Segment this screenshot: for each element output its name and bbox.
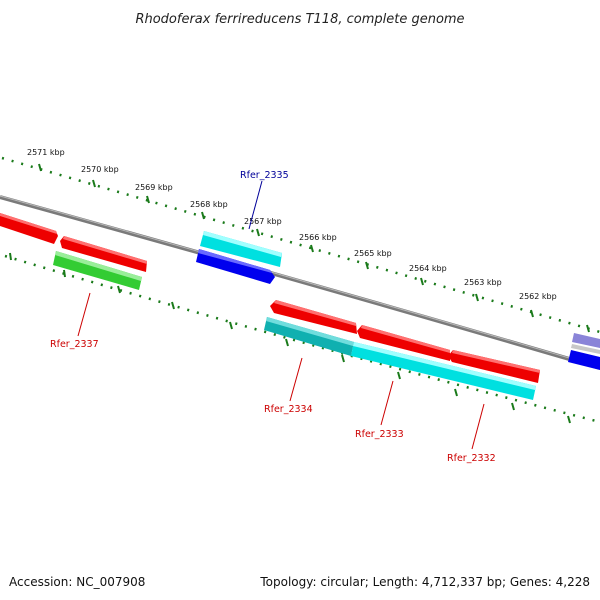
ruler-label: 2570 kbp: [81, 165, 119, 174]
ruler-tick: [256, 228, 260, 237]
ruler-tick: [117, 285, 121, 294]
ruler-tick: [92, 179, 96, 188]
outer-ruler-dots: [1, 156, 600, 334]
gene-label-rfer-2332[interactable]: Rfer_2332: [447, 453, 496, 464]
ruler-tick: [285, 338, 289, 347]
gene-forward-2333b[interactable]: [357, 325, 450, 361]
gene-label-rfer-2337[interactable]: Rfer_2337: [50, 339, 99, 350]
ruler-tick: [38, 163, 42, 172]
gene-rfer-2333[interactable]: [351, 342, 536, 400]
inner-ruler-ticks: [9, 252, 571, 424]
ruler-tick: [201, 211, 205, 220]
inner-ruler-dots: [4, 254, 600, 424]
ruler-label: 2567 kbp: [244, 217, 282, 226]
ruler-tick: [420, 277, 424, 286]
ruler-tick: [310, 244, 314, 253]
ruler-tick: [397, 371, 401, 380]
leader-line-rfer-2335: [248, 180, 263, 230]
ruler-label: 2565 kbp: [354, 249, 392, 258]
gene-label-rfer-2333[interactable]: Rfer_2333: [355, 429, 404, 440]
ruler-label: 2568 kbp: [190, 200, 228, 209]
ruler-tick: [63, 269, 66, 278]
leader-line-rfer-2333: [380, 380, 394, 426]
ruler-tick: [146, 195, 150, 204]
genome-summary-text: Topology: circular; Length: 4,712,337 bp…: [259, 575, 590, 589]
genome-title: Rhodoferax ferrireducens T118, complete …: [135, 12, 464, 27]
gene-reverse-2336[interactable]: [196, 249, 275, 284]
gene-rfer-2334[interactable]: [264, 317, 354, 356]
leader-line-rfer-2334: [289, 357, 303, 402]
ruler-tick: [365, 261, 369, 270]
accession-text: Accession: NC_007908: [9, 575, 145, 589]
ruler-label: 2562 kbp: [519, 292, 557, 301]
gene-label-rfer-2335[interactable]: Rfer_2335: [240, 170, 289, 181]
ruler-tick: [229, 321, 233, 330]
outer-ruler-ticks: [38, 163, 590, 333]
ruler-tick: [530, 309, 534, 318]
ruler-tick: [341, 354, 345, 363]
ruler-label: 2564 kbp: [409, 264, 447, 273]
gene-rfer-2337[interactable]: [53, 251, 142, 290]
genome-backbone-highlight: [0, 195, 600, 368]
gene-right-blue[interactable]: [568, 350, 600, 370]
ruler-tick: [567, 415, 571, 424]
gene-forward-2334b[interactable]: [270, 300, 357, 334]
ruler-label: 2571 kbp: [27, 148, 65, 157]
ruler-tick: [475, 293, 479, 302]
gene-forward-left[interactable]: [0, 213, 58, 244]
gene-forward-2332b[interactable]: [448, 350, 540, 383]
ruler-tick: [511, 402, 515, 411]
gene-rfer-2335[interactable]: [200, 231, 282, 267]
leader-line-rfer-2332: [471, 403, 485, 450]
ruler-label: 2569 kbp: [135, 183, 173, 192]
ruler-label: 2563 kbp: [464, 278, 502, 287]
ruler-tick: [171, 301, 175, 310]
ruler-label: 2566 kbp: [299, 233, 337, 242]
ruler-tick: [9, 252, 12, 261]
gene-right-purple[interactable]: [571, 333, 600, 354]
gene-label-rfer-2334[interactable]: Rfer_2334: [264, 404, 313, 415]
gene-forward-2338[interactable]: [60, 236, 147, 272]
genome-backbone: [0, 195, 600, 370]
ruler-tick: [586, 324, 590, 333]
ruler-tick: [454, 388, 458, 397]
leader-line-rfer-2337: [77, 292, 91, 337]
